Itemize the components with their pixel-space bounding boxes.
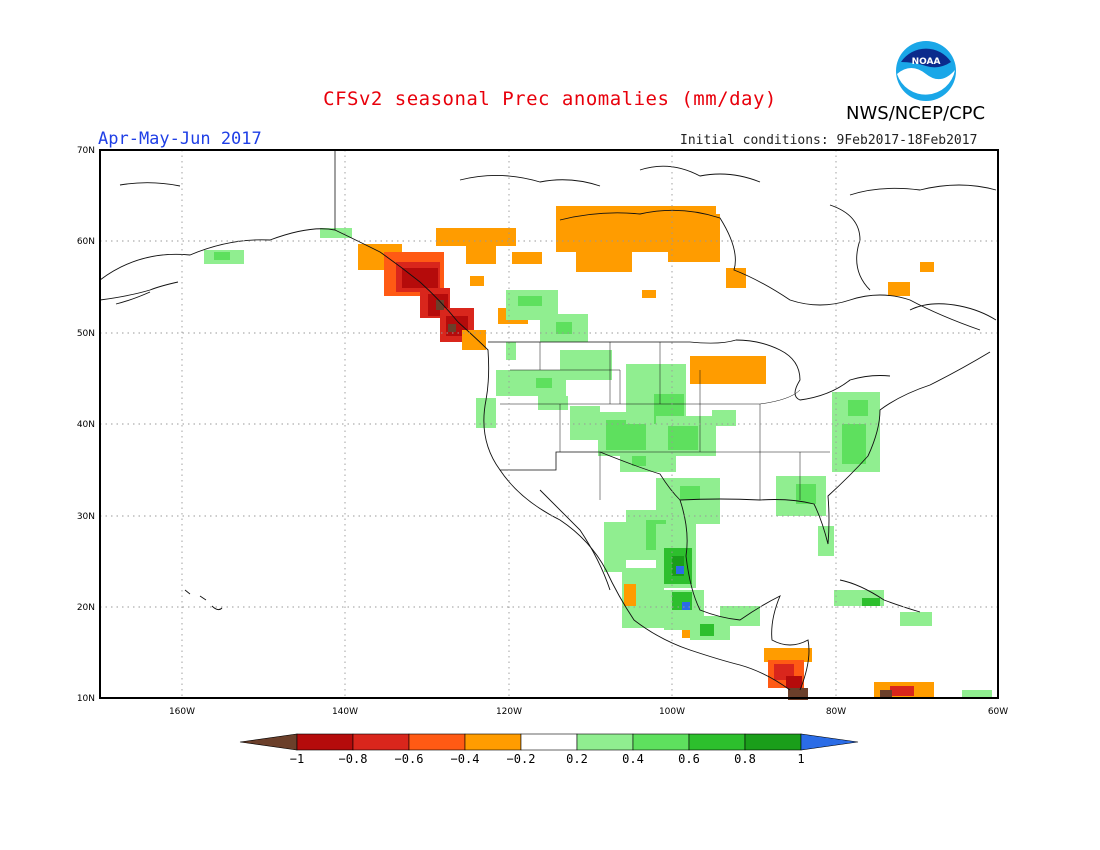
lon-label: 80W (826, 707, 846, 717)
colorbar-label: 0.2 (566, 752, 588, 766)
colorbar-label: −0.6 (395, 752, 424, 766)
colorbar-bin (296, 733, 354, 751)
lon-label: 140W (332, 707, 358, 717)
colorbar-bin (520, 733, 578, 751)
noaa-logo: NOAA (896, 41, 956, 101)
lon-label: 120W (496, 707, 522, 717)
colorbar-label: −0.4 (451, 752, 480, 766)
colorbar-label: 0.4 (622, 752, 644, 766)
graticule (100, 150, 998, 698)
state-borders (500, 342, 830, 500)
lon-label: 160W (169, 707, 195, 717)
colorbar-arrow-high (800, 733, 859, 751)
anomaly-shading (204, 206, 992, 700)
initial-conditions: Initial conditions: 9Feb2017-18Feb2017 (680, 133, 978, 148)
colorbar-bin (688, 733, 746, 751)
lon-label: 100W (659, 707, 685, 717)
colorbar-label: −0.8 (339, 752, 368, 766)
colorbar-bin (744, 733, 802, 751)
forecast-period: Apr-May-Jun 2017 (98, 129, 262, 149)
longitude-labels: 160W 140W 120W 100W 80W 60W (169, 707, 1008, 717)
colorbar-bin (464, 733, 522, 751)
colorbar-bin (632, 733, 690, 751)
colorbar-bin (408, 733, 466, 751)
lon-label: 60W (988, 707, 1008, 717)
lat-label: 20N (77, 603, 95, 613)
lat-label: 30N (77, 512, 95, 522)
colorbar-label: −0.2 (507, 752, 536, 766)
map-frame (99, 149, 999, 699)
lat-label: 70N (77, 146, 95, 156)
colorbar-bin (352, 733, 410, 751)
latitude-labels: 70N 60N 50N 40N 30N 20N 10N (77, 146, 95, 704)
lat-label: 60N (77, 237, 95, 247)
colorbar-label: 0.8 (734, 752, 756, 766)
colorbar-label: 1 (797, 752, 804, 766)
lat-label: 40N (77, 420, 95, 430)
colorbar-label: −1 (290, 752, 304, 766)
organization-label: NWS/NCEP/CPC (846, 103, 986, 124)
lat-label: 10N (77, 694, 95, 704)
colorbar-bin (576, 733, 634, 751)
logo-text: NOAA (912, 57, 941, 67)
colorbar-label: 0.6 (678, 752, 700, 766)
colorbar-arrow-low (239, 733, 298, 751)
lat-label: 50N (77, 329, 95, 339)
chart-title: CFSv2 seasonal Prec anomalies (mm/day) (323, 88, 777, 110)
colorbar: −1 −0.8 −0.6 −0.4 −0.2 0.2 0.4 0.6 0.8 1 (239, 733, 859, 766)
